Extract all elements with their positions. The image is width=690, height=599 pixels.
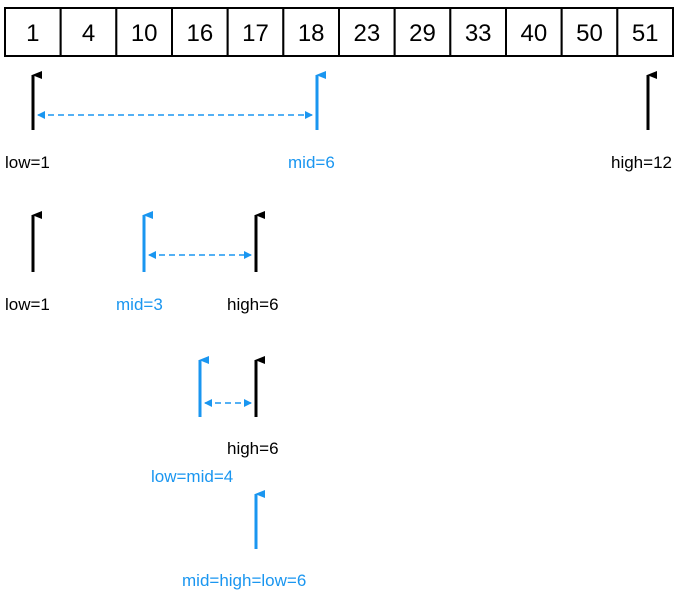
high-label: high=6 [227, 439, 279, 458]
array-cell-box [616, 7, 674, 57]
array-cell-value: 1 [26, 20, 39, 47]
array-cell-box [393, 7, 452, 57]
array-cell-value: 33 [465, 20, 492, 47]
array-cell-value: 17 [242, 20, 269, 47]
array-cell: 1 [4, 7, 62, 57]
array-cell: 18 [282, 7, 341, 57]
high-label: high=12 [611, 153, 672, 172]
array-cell-box [282, 7, 341, 57]
mid-label: mid=6 [288, 153, 335, 172]
low-mid-label: low=mid=4 [151, 467, 233, 486]
array-cell: 33 [449, 7, 508, 57]
array-cell-box [59, 7, 118, 57]
mid-label: mid=3 [116, 295, 163, 314]
array-cell: 23 [338, 7, 396, 57]
step-1: low=1 mid=6 high=12 [5, 71, 672, 172]
array-cell-value: 40 [520, 20, 547, 47]
array-cell-value: 4 [82, 20, 95, 47]
step-3: high=6 low=mid=4 [151, 356, 279, 486]
high-label: high=6 [227, 295, 279, 314]
array-cell-box [115, 7, 174, 57]
array-cell-value: 18 [298, 20, 325, 47]
array-cell: 17 [226, 7, 285, 57]
final-label: mid=high=low=6 [182, 571, 306, 590]
array-cell: 29 [393, 7, 452, 57]
array-cell-box [449, 7, 508, 57]
array-cell: 40 [505, 7, 563, 57]
array-cell-value: 51 [632, 20, 659, 47]
array-cell-value: 16 [186, 20, 213, 47]
array-cell-box [505, 7, 563, 57]
array-cell-value: 29 [409, 20, 436, 47]
low-label: low=1 [5, 295, 50, 314]
array-cell: 4 [59, 7, 118, 57]
array-cell: 16 [171, 7, 229, 57]
array-cell: 51 [616, 7, 674, 57]
array-cell-value: 10 [131, 20, 158, 47]
array-cell: 10 [115, 7, 174, 57]
step-4: mid=high=low=6 [182, 490, 306, 590]
array-cell-value: 50 [576, 20, 603, 47]
array-cell: 50 [560, 7, 619, 57]
sorted-array: 1 4 10 16 17 18 23 29 33 40 50 51 [4, 7, 674, 57]
low-label: low=1 [5, 153, 50, 172]
step-2: low=1 mid=3 high=6 [5, 211, 279, 314]
array-cell-box [338, 7, 396, 57]
array-cell-box [4, 7, 62, 57]
array-cell-value: 23 [353, 20, 380, 47]
array-cell-box [226, 7, 285, 57]
